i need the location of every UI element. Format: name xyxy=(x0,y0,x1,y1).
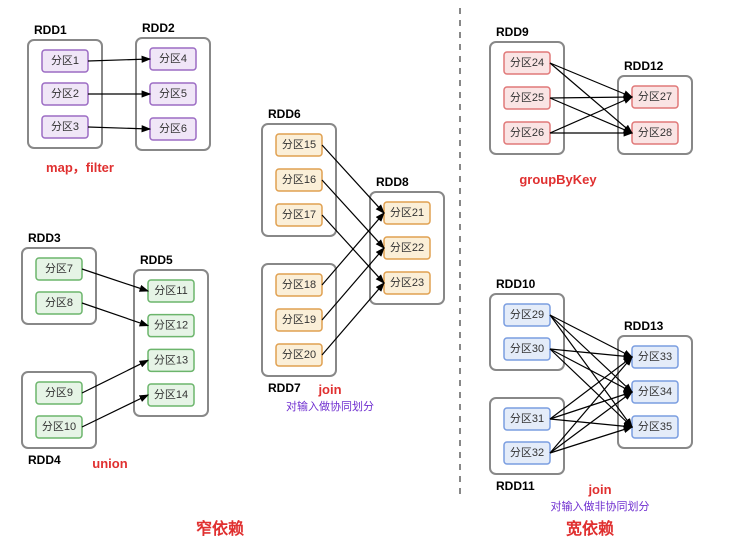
partition-label: 分区23 xyxy=(390,276,424,289)
partition-label: 分区6 xyxy=(159,122,187,135)
rdd-label: RDD11 xyxy=(496,479,535,493)
operation-label: join xyxy=(317,382,341,397)
partition-label: 分区18 xyxy=(282,278,316,291)
rdd-label: RDD13 xyxy=(624,319,664,333)
rdd-label: RDD2 xyxy=(142,21,175,35)
partition-label: 分区5 xyxy=(159,87,187,100)
rdd-label: RDD7 xyxy=(268,381,301,395)
partition-label: 分区4 xyxy=(159,52,187,65)
partition-label: 分区35 xyxy=(638,420,672,433)
rdd-RDD6: RDD6 分区15 分区16 分区17 xyxy=(262,107,336,236)
partition-label: 分区20 xyxy=(282,348,316,361)
partition-label: 分区28 xyxy=(638,126,672,139)
partition-label: 分区8 xyxy=(45,296,73,309)
operation-label: 宽依赖 xyxy=(566,519,614,538)
partition-label: 分区10 xyxy=(42,420,76,433)
rdd-label: RDD6 xyxy=(268,107,301,121)
operation-label: map，filter xyxy=(46,160,114,175)
rdd-RDD10: RDD10 分区29 分区30 xyxy=(490,277,564,370)
partition-label: 分区19 xyxy=(282,313,316,326)
partition-label: 分区34 xyxy=(638,385,672,398)
operation-label: 对输入做协同划分 xyxy=(286,399,374,413)
operation-label: join xyxy=(587,482,611,497)
partition-label: 分区22 xyxy=(390,241,424,254)
partition-label: 分区25 xyxy=(510,91,544,104)
diagram-canvas: RDD1 分区1 分区2 分区3 RDD2 分区4 分区5 分区6 RDD3 分区7 分区8 RDD4… xyxy=(0,0,753,546)
partition-label: 分区21 xyxy=(390,206,424,219)
rdd-RDD3: RDD3 分区7 分区8 xyxy=(22,231,96,324)
partition-label: 分区15 xyxy=(282,138,316,151)
partition-label: 分区33 xyxy=(638,350,672,363)
rdd-RDD8: RDD8 分区21 分区22 分区23 xyxy=(370,175,444,304)
partition-label: 分区30 xyxy=(510,342,544,355)
rdd-label: RDD5 xyxy=(140,253,173,267)
partition-label: 分区32 xyxy=(510,446,544,459)
partition-label: 分区31 xyxy=(510,412,544,425)
rdd-RDD1: RDD1 分区1 分区2 分区3 xyxy=(28,23,102,148)
operation-label: groupByKey xyxy=(519,172,597,187)
rdd-RDD4: RDD4 分区9 分区10 xyxy=(22,372,96,467)
partition-label: 分区12 xyxy=(154,319,188,332)
rdd-RDD12: RDD12 分区27 分区28 xyxy=(618,59,692,154)
rdd-label: RDD3 xyxy=(28,231,61,245)
rdd-RDD5: RDD5 分区11 分区12 分区13 分区14 xyxy=(134,253,208,416)
partition-label: 分区24 xyxy=(510,56,544,69)
operation-label: 对输入做非协同划分 xyxy=(551,499,650,513)
partition-label: 分区1 xyxy=(51,54,79,67)
rdd-label: RDD1 xyxy=(34,23,67,37)
rdd-label: RDD12 xyxy=(624,59,664,73)
operation-label: 窄依赖 xyxy=(196,519,244,538)
partition-label: 分区9 xyxy=(45,386,73,399)
rdd-label: RDD4 xyxy=(28,453,61,467)
rdd-label: RDD8 xyxy=(376,175,409,189)
partition-label: 分区13 xyxy=(154,353,188,366)
rdd-RDD11: RDD11 分区31 分区32 xyxy=(490,398,564,493)
partition-label: 分区16 xyxy=(282,173,316,186)
partition-label: 分区7 xyxy=(45,262,73,275)
partition-label: 分区11 xyxy=(154,284,187,297)
rdd-RDD2: RDD2 分区4 分区5 分区6 xyxy=(136,21,210,150)
partition-label: 分区3 xyxy=(51,120,79,133)
rdd-label: RDD10 xyxy=(496,277,536,291)
partition-label: 分区17 xyxy=(282,208,316,221)
rdd-RDD9: RDD9 分区24 分区25 分区26 xyxy=(490,25,564,154)
rdd-RDD7: RDD7 分区18 分区19 分区20 xyxy=(262,264,336,395)
rdd-label: RDD9 xyxy=(496,25,529,39)
rdd-RDD13: RDD13 分区33 分区34 分区35 xyxy=(618,319,692,448)
partition-label: 分区14 xyxy=(154,388,188,401)
partition-label: 分区27 xyxy=(638,90,672,103)
partition-label: 分区2 xyxy=(51,87,79,100)
partition-label: 分区29 xyxy=(510,308,544,321)
operation-label: union xyxy=(92,456,127,471)
partition-label: 分区26 xyxy=(510,126,544,139)
